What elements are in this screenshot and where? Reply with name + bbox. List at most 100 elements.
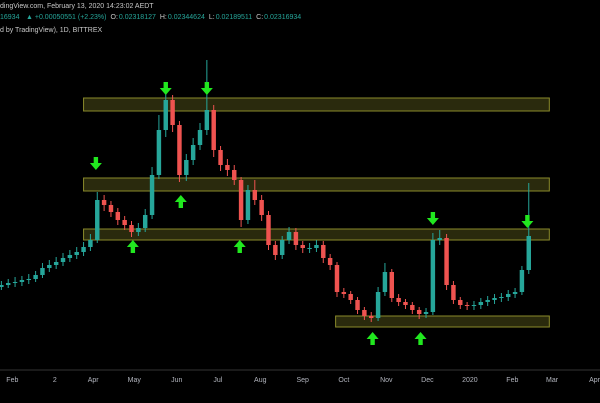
candle-body (526, 236, 531, 270)
zone (335, 315, 550, 328)
candle-body (142, 215, 148, 228)
candle-body (389, 272, 395, 298)
symbol-line: d by TradingView), 1D, BITTREX (0, 27, 103, 34)
candle-body (458, 300, 463, 305)
candle-body (108, 205, 114, 212)
candle-body (170, 100, 175, 125)
ohlc-value: 0.02344624 (168, 14, 205, 21)
source-line: dingView.com, February 13, 2020 14:23:02… (0, 3, 154, 10)
x-tick-label: Feb (6, 377, 18, 384)
candle-body (122, 220, 127, 225)
price-change: ▲ +0.00050551 (+2.23%) (26, 14, 107, 21)
candle-body (60, 258, 66, 262)
candle-body (512, 292, 518, 294)
candle-body (26, 279, 31, 280)
candle-body (5, 283, 11, 285)
candle-body (33, 275, 38, 279)
ohlc-label: O: (111, 14, 118, 21)
candle-body (115, 212, 121, 220)
candle-body (273, 245, 278, 255)
candle-body (88, 240, 93, 247)
candle-body (321, 245, 326, 258)
candle-body (245, 190, 251, 220)
candle-body (81, 247, 86, 252)
candle-body (492, 298, 497, 300)
candle-body (0, 285, 4, 287)
candle-body (355, 300, 360, 310)
candle-body (519, 270, 525, 292)
x-tick-label: Apr (88, 377, 100, 384)
candle-body (307, 248, 312, 249)
candle-body (232, 170, 237, 180)
arrow (233, 240, 246, 253)
x-tick-label: 2020 (462, 377, 478, 384)
candle-body (53, 262, 59, 265)
candle-body (197, 130, 203, 145)
candle-body (156, 130, 162, 175)
candle-body (238, 180, 244, 220)
x-tick-label: Jul (213, 377, 222, 384)
x-tick-label: Feb (506, 377, 518, 384)
candle-body (129, 225, 134, 232)
candle-body (163, 100, 168, 130)
candle-body (47, 265, 52, 268)
x-tick-label: Nov (380, 377, 393, 384)
arrow (200, 82, 213, 95)
arrow (174, 195, 187, 208)
ohlc-value: 0.02189511 (216, 14, 253, 21)
candle-body (252, 190, 258, 200)
candle-body (471, 305, 477, 306)
zone (83, 228, 550, 241)
arrow (89, 157, 102, 170)
arrow (159, 82, 172, 95)
candle-body (177, 125, 182, 175)
candle-body (382, 272, 388, 292)
candle-body (430, 240, 436, 312)
candle-body (348, 294, 353, 300)
last-price: 16934 (0, 14, 20, 21)
candle-body (341, 292, 347, 294)
ohlc-label: L: (209, 14, 215, 21)
candle-body (464, 305, 470, 306)
candle-body (499, 297, 504, 298)
ohlc-value: 0.02318127 (119, 14, 156, 21)
ohlc-value: 0.02316934 (264, 14, 301, 21)
arrow (426, 212, 439, 225)
candle-body (211, 110, 216, 150)
candle-body (67, 255, 73, 258)
candle-body (478, 302, 484, 305)
candle-body (451, 285, 456, 300)
candle-body (327, 258, 333, 265)
candle-body (444, 238, 449, 285)
candle-body (204, 110, 210, 130)
zone (83, 97, 550, 112)
candle-body (416, 310, 422, 314)
candle-body (259, 200, 264, 215)
zone (83, 177, 550, 192)
candle-body (286, 232, 292, 240)
candle-body (505, 294, 511, 297)
arrow (521, 215, 534, 228)
candle-body (40, 268, 45, 275)
candle-body (225, 165, 230, 170)
candle-body (184, 160, 189, 175)
candle-body (101, 200, 107, 205)
candle-body (362, 310, 367, 316)
candle-body (136, 228, 141, 232)
candle-body (437, 238, 442, 240)
candle-body (314, 245, 319, 248)
ohlc-label: H: (160, 14, 167, 21)
arrow (414, 332, 427, 345)
candle-body (485, 300, 490, 302)
x-tick-label: Oct (338, 377, 349, 384)
x-tick-label: Jun (171, 377, 182, 384)
x-tick-label: Sep (297, 377, 310, 384)
x-tick-label: Mar (546, 377, 559, 384)
x-tick-label: Aug (254, 377, 267, 384)
candle-body (95, 200, 100, 240)
x-tick-label: Dec (421, 377, 434, 384)
candle-body (423, 312, 429, 314)
candle-body (190, 145, 196, 160)
